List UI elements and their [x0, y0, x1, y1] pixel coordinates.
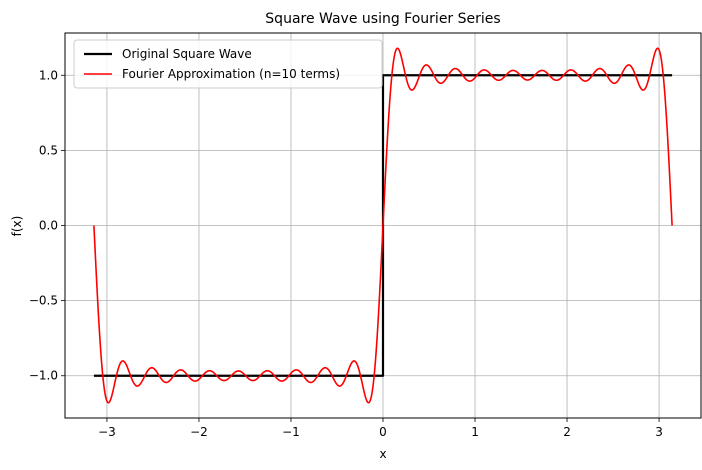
- legend-label: Original Square Wave: [122, 47, 252, 61]
- x-tick-label: −2: [190, 425, 208, 439]
- y-tick-label: 0.0: [39, 219, 58, 233]
- legend-label: Fourier Approximation (n=10 terms): [122, 67, 340, 81]
- chart-title: Square Wave using Fourier Series: [265, 11, 500, 27]
- y-axis-label: f(x): [10, 216, 24, 237]
- x-tick-label: −1: [282, 425, 300, 439]
- x-tick-label: 1: [471, 425, 479, 439]
- y-tick-label: 1.0: [39, 68, 58, 82]
- y-tick-label: 0.5: [39, 143, 58, 157]
- y-tick-label: −0.5: [29, 294, 58, 308]
- y-tick-label: −1.0: [29, 369, 58, 383]
- x-tick-label: 2: [563, 425, 571, 439]
- x-axis-label: x: [379, 447, 386, 461]
- ticks: −3 −2 −1 0 1 2 3 −1.0 −0.5 0.0 0.5 1.0: [29, 68, 663, 439]
- legend-box: [73, 39, 383, 89]
- series-line-1: [93, 47, 673, 404]
- x-tick-label: 3: [655, 425, 663, 439]
- series-layer: [93, 47, 673, 404]
- x-tick-label: −3: [98, 425, 116, 439]
- x-tick-label: 0: [379, 425, 387, 439]
- legend: Original Square Wave Fourier Approximatio…: [73, 39, 383, 89]
